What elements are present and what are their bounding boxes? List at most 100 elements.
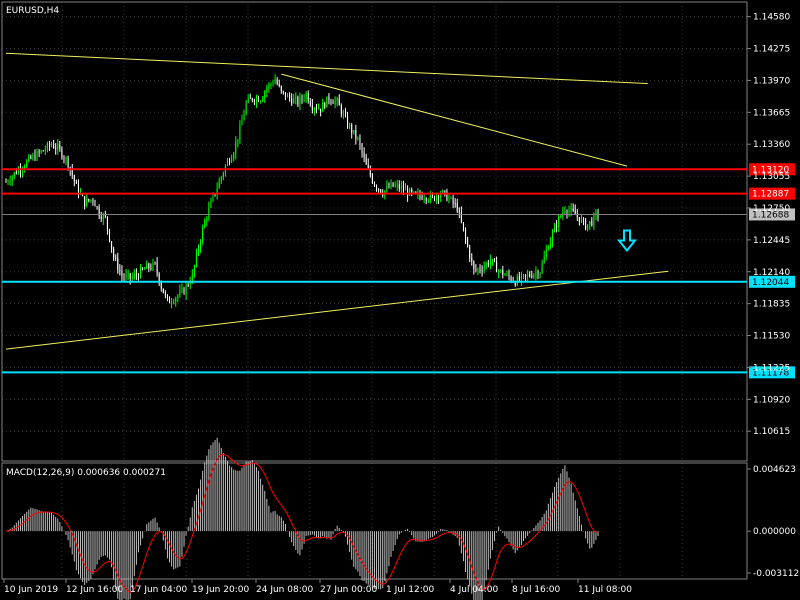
candle-body: [301, 96, 303, 99]
down-arrow-icon[interactable]: [616, 229, 638, 253]
candle-body: [92, 199, 94, 201]
candle-body: [247, 97, 249, 103]
candle-body: [185, 285, 187, 295]
candle-body: [454, 203, 456, 205]
chart-title: EURUSD,H4: [6, 6, 59, 16]
candle-body: [98, 207, 100, 217]
candle-body: [260, 101, 262, 103]
candle-body: [531, 276, 533, 278]
candle-body: [46, 143, 48, 150]
trendlines[interactable]: [5, 52, 669, 350]
candle-body: [154, 262, 156, 264]
candle-body: [465, 229, 467, 239]
candle-body: [131, 276, 133, 279]
candle-body: [212, 194, 214, 201]
price-axis: 1.14580 1.14275 1.13970 1.13665 1.13360 1.130…: [747, 13, 790, 437]
candle-body: [467, 238, 469, 247]
trendline[interactable]: [5, 52, 648, 85]
candle-body: [510, 276, 512, 281]
candle-body: [15, 172, 17, 174]
candle-body: [57, 144, 59, 150]
candle-body: [266, 88, 268, 92]
candle-body: [365, 157, 367, 165]
current-price-tag-label: 1.12688: [752, 210, 789, 220]
candle-body: [378, 188, 380, 190]
candle-body: [336, 98, 338, 101]
candle-body: [496, 261, 498, 273]
candle-body: [24, 166, 26, 170]
trendline[interactable]: [5, 270, 669, 350]
candle-body: [491, 259, 493, 261]
candle-body: [198, 248, 200, 253]
candle-body: [411, 189, 413, 192]
candle-body: [200, 241, 202, 249]
candle-body: [390, 182, 392, 188]
candle-body: [479, 268, 481, 271]
candle-body: [299, 96, 301, 105]
candle-body: [469, 246, 471, 259]
candle-body: [187, 285, 189, 287]
candle-body: [419, 193, 421, 197]
candle-body: [191, 273, 193, 283]
time-tick-label: 17 Jun 04:00: [130, 585, 187, 595]
candle-body: [121, 271, 123, 277]
candle-body: [344, 113, 346, 117]
time-tick-label: 10 Jun 2019: [4, 585, 58, 595]
candle-body: [13, 172, 15, 177]
candle-body: [585, 219, 587, 230]
candle-body: [36, 151, 38, 160]
down-arrow-shape[interactable]: [616, 229, 638, 253]
candle-body: [222, 172, 224, 177]
candle-body: [438, 196, 440, 199]
candle-body: [123, 276, 125, 278]
candle-body: [262, 97, 264, 102]
candle-body: [19, 169, 21, 172]
candle-body: [166, 294, 168, 299]
candle-body: [77, 183, 79, 194]
candle-body: [268, 84, 270, 89]
candle-body: [367, 164, 369, 169]
trendline[interactable]: [281, 73, 628, 167]
candle-body: [462, 222, 464, 230]
candle-body: [42, 150, 44, 152]
candle-body: [181, 288, 183, 291]
candle-body: [405, 189, 407, 191]
candle-body: [311, 105, 313, 110]
candle-body: [551, 232, 553, 242]
candle-body: [34, 155, 36, 160]
candle-body: [386, 186, 388, 191]
candle-body: [595, 212, 597, 215]
price-tick-label: 1.13665: [753, 108, 790, 118]
candle-body: [322, 102, 324, 112]
candle-body: [280, 86, 282, 92]
candle-body: [253, 100, 255, 102]
candle-body: [330, 100, 332, 103]
candle-body: [239, 125, 241, 140]
support-level-tag: [749, 366, 795, 379]
candle-body: [17, 169, 19, 174]
horizontal-levels[interactable]: 1.13120 1.12887 1.12044 1.11178 1.12688: [2, 163, 795, 379]
candle-body: [373, 182, 375, 187]
candle-body: [442, 190, 444, 194]
candle-body: [94, 200, 96, 207]
candle-body: [235, 142, 237, 154]
candle-body: [142, 268, 144, 270]
candle-body: [452, 197, 454, 204]
candle-body: [218, 180, 220, 189]
candle-body: [583, 218, 585, 220]
candle-body: [135, 273, 137, 276]
candle-body: [208, 207, 210, 219]
candle-body: [75, 181, 77, 184]
candle-body: [535, 272, 537, 275]
resistance-level-tag-label: 1.13120: [752, 165, 789, 175]
price-tick-label: 1.11530: [753, 332, 790, 342]
candle-body: [456, 203, 458, 212]
support-level-tag-label: 1.11178: [752, 368, 789, 378]
macd-signal-line: [5, 453, 599, 593]
main-plot-frame: [1, 1, 748, 462]
candle-body: [241, 120, 243, 126]
candle-body: [576, 214, 578, 218]
candle-body: [508, 273, 510, 277]
